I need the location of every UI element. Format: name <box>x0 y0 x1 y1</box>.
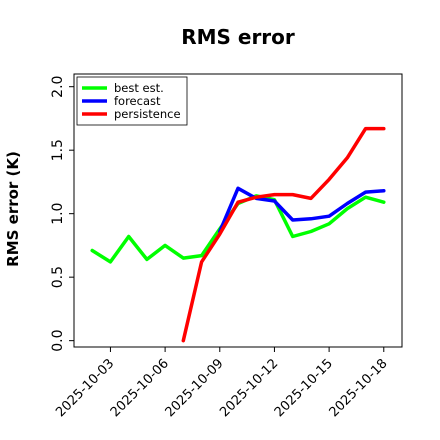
y-tick-label: 0.5 <box>50 266 66 288</box>
legend-label: forecast <box>114 94 161 108</box>
series-line-persistence <box>181 126 386 343</box>
y-tick-label: 1.0 <box>50 203 66 225</box>
legend-label: persistence <box>114 107 181 121</box>
x-tick-label: 2025-10-18 <box>327 356 391 420</box>
y-tick-label: 2.0 <box>50 76 66 98</box>
series-line-forecast <box>218 186 386 234</box>
series-layer <box>90 126 386 343</box>
legend-label: best est. <box>114 81 164 95</box>
y-tick-label: 1.5 <box>50 139 66 161</box>
y-tick-label: 0.0 <box>50 330 66 352</box>
y-axis-ticks: 0.0 0.5 1.0 1.5 2.0 <box>50 76 74 352</box>
chart-title: RMS error <box>181 25 295 49</box>
y-axis-label: RMS error (K) <box>4 151 22 267</box>
x-axis-ticks: 2025-10-032025-10-062025-10-092025-10-12… <box>53 347 391 420</box>
